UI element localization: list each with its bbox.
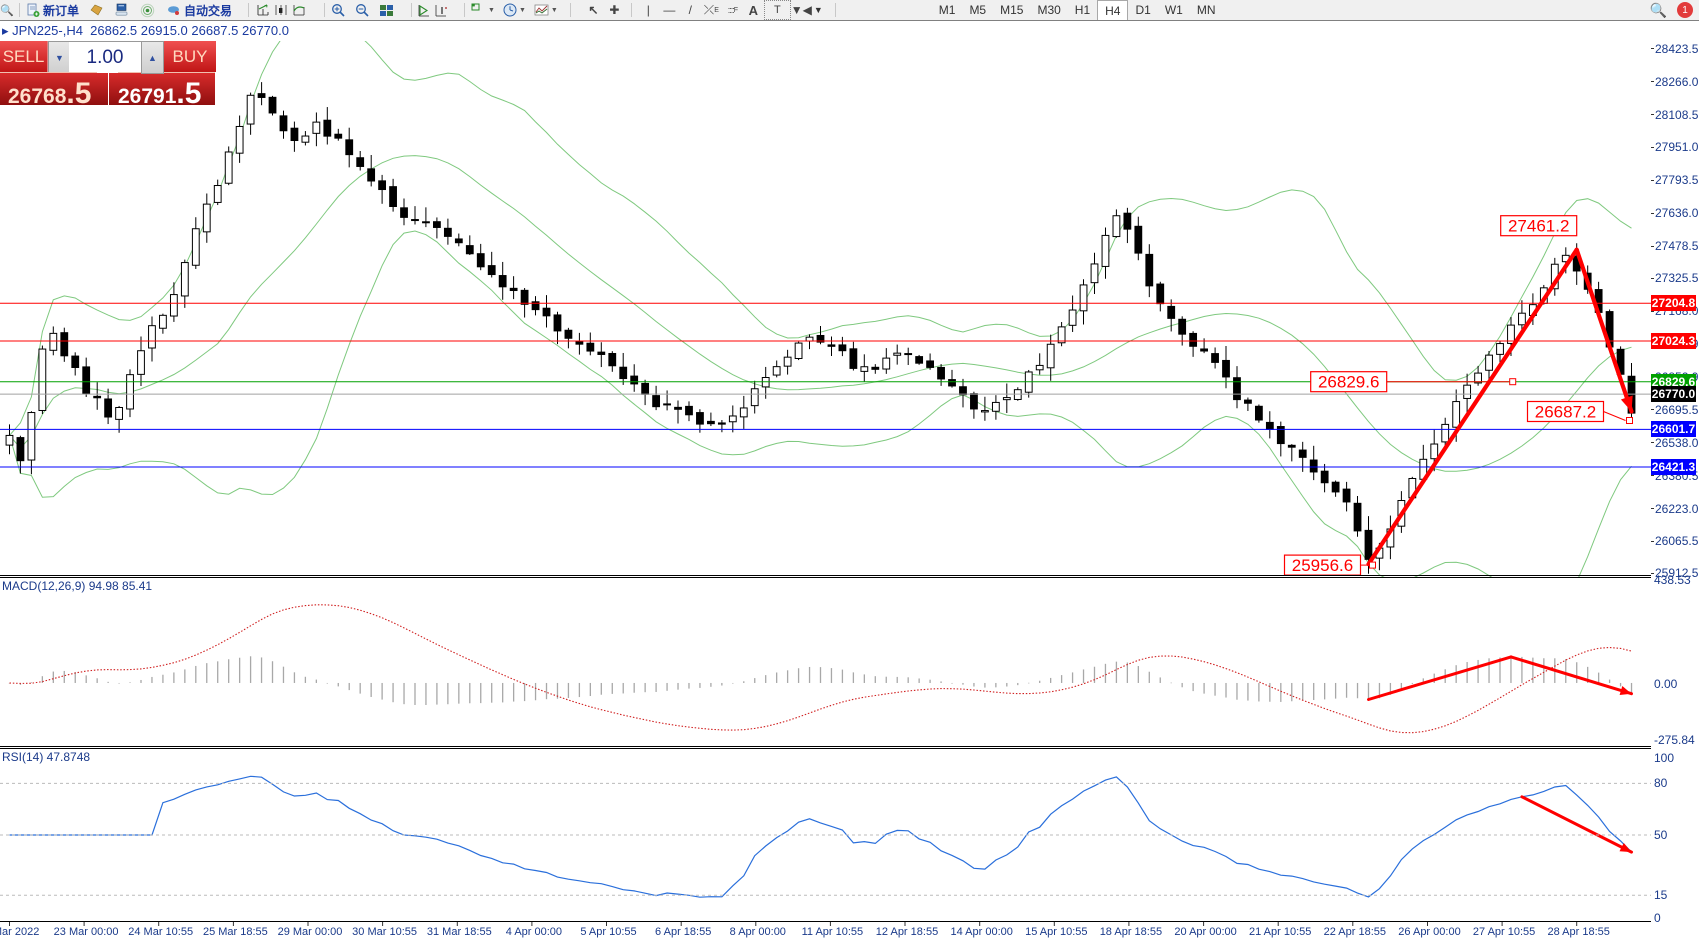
- svg-text:26829.6: 26829.6: [1318, 373, 1379, 392]
- svg-text:26687.2: 26687.2: [1535, 403, 1596, 422]
- svg-text:25956.6: 25956.6: [1292, 556, 1353, 575]
- svg-text:27461.2: 27461.2: [1508, 217, 1569, 236]
